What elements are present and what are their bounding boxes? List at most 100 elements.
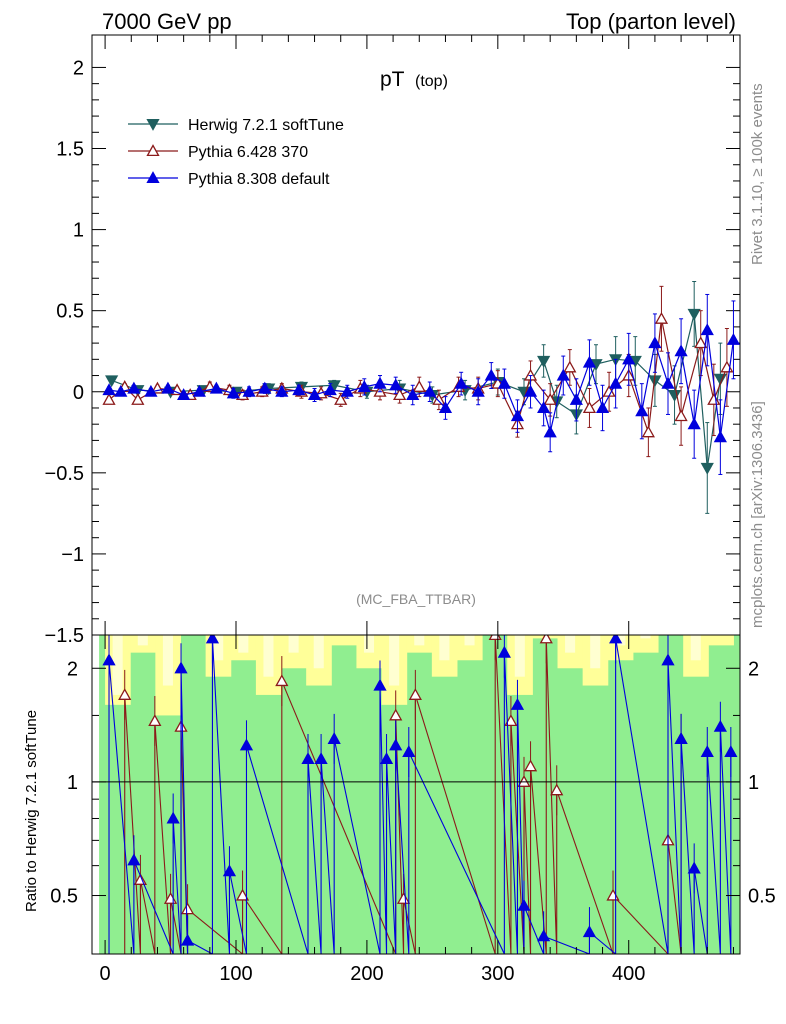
data-point [523, 384, 538, 397]
data-point [102, 653, 116, 666]
data-point [180, 902, 195, 915]
data-point [687, 417, 701, 430]
data-point [327, 732, 341, 744]
data-point [674, 732, 688, 744]
header-left: 7000 GeV pp [102, 9, 232, 34]
data-point [148, 714, 162, 727]
y-tick-label: −1 [61, 544, 84, 566]
data-point [373, 678, 387, 691]
ratio-band-inner [414, 635, 425, 646]
data-point [373, 376, 387, 389]
data-point [222, 864, 237, 877]
data-point [144, 384, 158, 397]
y-tick-label: 1 [73, 220, 84, 242]
data-point [484, 368, 498, 381]
data-point [314, 752, 328, 765]
ratio-band-inner [263, 635, 274, 677]
data-point [556, 368, 570, 381]
data-point [177, 388, 191, 401]
ratio-band-inner [640, 635, 651, 639]
data-point [146, 118, 160, 131]
main-y-axis: −1.5 −1 −0.5 0 0.5 1 1.5 2 [45, 57, 740, 647]
ratio-band-inner [213, 635, 224, 661]
ratio-band-inner [590, 635, 601, 669]
legend-label: Pythia 6.428 370 [188, 144, 308, 161]
data-point [510, 698, 525, 710]
ratio-band-inner [389, 635, 400, 686]
ratio-uncertainty-bands [99, 635, 740, 954]
rivet-label: Rivet 3.1.10, ≥ 100k events [749, 83, 766, 265]
data-point [235, 888, 250, 901]
data-point [174, 661, 188, 674]
data-point [694, 336, 708, 349]
ratio-band-inner [288, 635, 299, 653]
data-point [438, 401, 453, 414]
data-point [239, 738, 254, 751]
y-tick-label: 0 [73, 382, 84, 404]
data-point [131, 393, 145, 405]
data-point [127, 381, 141, 394]
data-point [432, 393, 446, 405]
data-point [180, 933, 195, 946]
x-tick-label: 400 [612, 963, 645, 985]
data-point [687, 861, 701, 874]
data-point [209, 381, 223, 394]
ratio-band-inner [162, 635, 173, 686]
data-point [389, 738, 403, 751]
data-point [301, 752, 315, 765]
legend-label: Herwig 7.2.1 softTune [188, 117, 344, 134]
data-point [497, 376, 511, 389]
data-point [724, 745, 738, 758]
data-point [292, 383, 306, 396]
data-point [412, 380, 426, 392]
legend-label: Pythia 8.308 default [188, 171, 330, 188]
data-point [674, 409, 688, 422]
series-line [108, 318, 728, 433]
ratio-band-outer [632, 635, 659, 653]
ratio-band-inner [464, 635, 475, 646]
plot-title-sub: (top) [415, 73, 448, 90]
ratio-band-inner [439, 635, 450, 661]
data-point [687, 308, 701, 321]
data-point [641, 425, 655, 438]
x-tick-label: 200 [350, 963, 383, 985]
data-point [146, 144, 160, 157]
data-point [517, 775, 531, 787]
data-point [582, 401, 597, 414]
ratio-y-tick-label: 0.5 [50, 886, 78, 908]
data-point [537, 355, 551, 368]
ratio-y-tick-label: 2 [67, 658, 78, 680]
data-point [582, 925, 597, 938]
data-point [609, 376, 623, 389]
data-point [102, 383, 116, 396]
ratio-band-inner [137, 635, 148, 646]
data-point [102, 393, 116, 405]
data-point [170, 383, 184, 396]
data-point [622, 352, 636, 365]
data-point [161, 381, 175, 394]
data-point [674, 344, 688, 357]
data-point [700, 745, 714, 758]
data-point [258, 381, 272, 394]
data-point [700, 462, 714, 475]
header-right: Top (parton level) [566, 9, 736, 34]
data-point [402, 745, 416, 758]
data-point [713, 719, 727, 732]
data-point [323, 383, 337, 396]
data-point [389, 708, 403, 721]
ratio-y-tick-label-right: 1 [748, 772, 759, 794]
data-point [423, 384, 437, 397]
data-point [667, 389, 682, 402]
data-point [648, 336, 662, 349]
data-point [539, 635, 553, 644]
main-data-marks [102, 280, 740, 514]
data-point [582, 355, 597, 368]
data-point [550, 783, 564, 796]
x-tick-label: 0 [100, 963, 111, 985]
y-tick-label: −1.5 [45, 625, 84, 647]
data-point [205, 635, 220, 644]
ratio-band-inner [112, 635, 123, 695]
data-point [307, 388, 322, 401]
data-point [661, 653, 675, 666]
legend: Herwig 7.2.1 softTune Pythia 6.428 370 Pyt… [128, 117, 344, 188]
